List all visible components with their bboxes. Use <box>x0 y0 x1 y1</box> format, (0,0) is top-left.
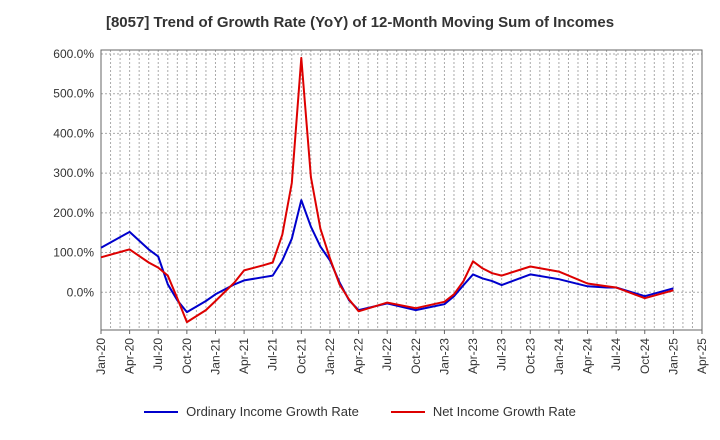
x-tick-label: Oct-21 <box>294 338 308 374</box>
y-tick-label: 400.0% <box>53 126 94 140</box>
x-tick-label: Jan-23 <box>437 338 451 375</box>
x-tick-label: Apr-21 <box>237 338 251 374</box>
y-tick-label: 300.0% <box>53 166 94 180</box>
x-tick-label: Oct-23 <box>523 338 537 374</box>
x-tick-label: Oct-24 <box>638 338 652 374</box>
y-tick-label: 600.0% <box>53 47 94 61</box>
x-tick-label: Apr-24 <box>581 338 595 374</box>
x-tick-label: Jan-24 <box>552 338 566 375</box>
y-tick-label: 200.0% <box>53 206 94 220</box>
legend-item-net: Net Income Growth Rate <box>390 404 576 419</box>
x-tick-label: Apr-22 <box>352 338 366 374</box>
legend: Ordinary Income Growth Rate Net Income G… <box>0 404 720 419</box>
x-tick-label: Apr-20 <box>123 338 137 374</box>
legend-swatch-net <box>390 410 425 413</box>
legend-label-ordinary: Ordinary Income Growth Rate <box>186 404 359 419</box>
plot-frame <box>100 49 703 331</box>
chart-title: [8057] Trend of Growth Rate (YoY) of 12-… <box>105 14 615 31</box>
y-tick-label: 0.0% <box>67 285 95 299</box>
x-tick-label: Jul-23 <box>495 338 509 371</box>
y-tick-label: 500.0% <box>53 87 94 101</box>
tick-labels: 0.0% 100.0% 200.0% 300.0% 400.0% 500.0% 600.0%… <box>53 47 709 375</box>
grid-layer <box>101 50 702 330</box>
x-tick-label: Apr-23 <box>466 338 480 374</box>
x-tick-label: Jan-20 <box>94 338 108 375</box>
legend-label-net: Net Income Growth Rate <box>432 404 576 419</box>
legend-swatch-ordinary <box>144 410 179 413</box>
series-layer <box>100 56 674 324</box>
y-tick-label: 100.0% <box>53 246 94 260</box>
x-tick-label: Jan-25 <box>666 338 680 375</box>
x-tick-label: Jul-20 <box>151 338 165 371</box>
x-tick-label: Oct-20 <box>180 338 194 374</box>
x-tick-label: Jan-21 <box>208 338 222 375</box>
x-tick-label: Jan-22 <box>323 338 337 375</box>
x-tick-label: Jul-24 <box>609 338 623 371</box>
x-tick-label: Apr-25 <box>695 338 709 374</box>
x-tick-label: Oct-22 <box>409 338 423 374</box>
x-tick-label: Jul-22 <box>380 338 394 371</box>
legend-item-ordinary: Ordinary Income Growth Rate <box>144 404 359 419</box>
x-tick-label: Jul-21 <box>266 338 280 371</box>
axis-layer <box>100 49 703 334</box>
series-line-net-income <box>100 56 674 324</box>
